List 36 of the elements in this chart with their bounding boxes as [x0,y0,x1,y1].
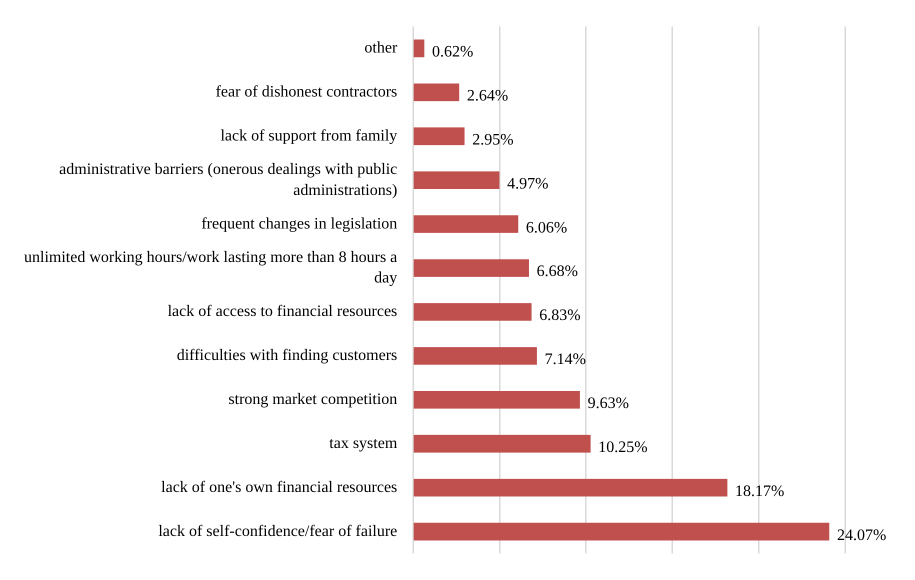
data-label: 10.25% [598,438,648,456]
bar [414,171,500,189]
bar [414,434,591,453]
data-label: 18.17% [735,482,784,500]
bar [414,391,580,409]
data-label: 7.14% [544,351,586,368]
bar [414,83,460,102]
data-label: 0.62% [432,44,474,61]
data-label: 9.63% [588,395,629,412]
y-tick-label: difficulties with finding customers [176,347,398,364]
data-label: 6.06% [526,219,568,236]
bar [414,215,518,233]
bar [414,347,537,365]
y-tick-label: other [364,40,398,57]
bar [414,522,830,540]
bar [414,40,424,58]
data-label: 24.07% [836,526,886,544]
data-label: 2.95% [472,131,514,148]
bar [414,259,529,277]
y-tick-label: lack of access to financial resources [168,303,398,320]
data-label: 4.97% [507,175,548,192]
y-tick-label: unlimited working hours/work lasting more than 8 hours a day [24,248,398,287]
bar [414,127,465,146]
data-label: 6.83% [539,307,581,324]
bar [414,478,728,497]
y-tick-label: administrative barriers (onerous dealings with public administrations) [59,160,398,199]
y-tick-label: tax system [329,434,398,452]
y-tick-label: lack of self-confidence/fear of failure [158,522,398,540]
y-tick-label: lack of one's own financial resources [161,478,398,496]
y-tick-label: fear of dishonest contractors [216,84,398,101]
bar [414,303,532,321]
data-label: 6.68% [536,263,578,280]
y-tick-label: strong market competition [228,391,398,408]
data-label: 2.64% [466,88,508,105]
y-tick-label: lack of support from family [220,127,398,144]
y-tick-label: frequent changes in legislation [201,215,398,232]
